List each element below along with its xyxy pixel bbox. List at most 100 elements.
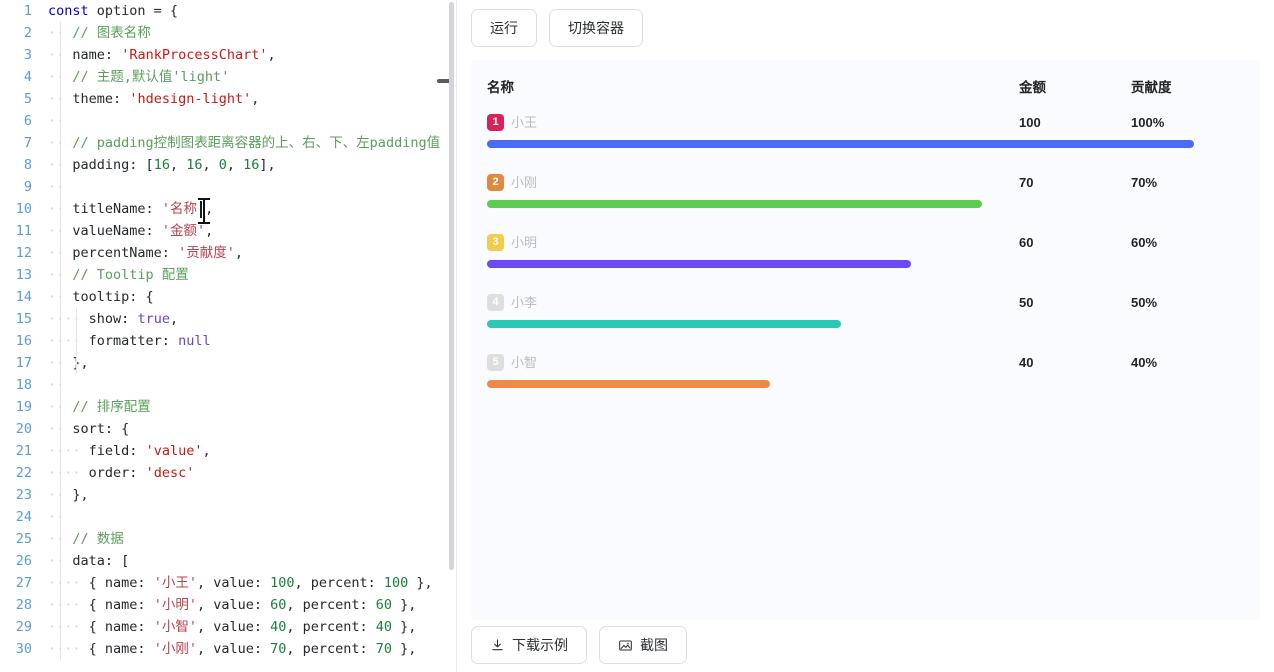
rank-value: 70: [1019, 175, 1034, 190]
line-number: 9: [23, 179, 32, 195]
bar-track: [487, 260, 1194, 268]
line-number: 22: [15, 465, 32, 481]
code-line[interactable]: 24 ··: [0, 506, 457, 528]
code-line[interactable]: 22 ···· order: 'desc': [0, 462, 457, 484]
code-line[interactable]: 19 ·· // 排序配置: [0, 396, 457, 418]
bar-track: [487, 320, 1194, 328]
rank-badge: 5: [487, 354, 504, 371]
line-number: 11: [15, 223, 32, 239]
code-line[interactable]: 5 ·· theme: 'hdesign-light',: [0, 88, 457, 110]
rank-row[interactable]: 1 小王 100 100%: [487, 114, 1244, 174]
line-number: 1: [23, 3, 32, 19]
switch-container-button[interactable]: 切换容器: [549, 9, 643, 47]
code-line[interactable]: 20 ·· sort: {: [0, 418, 457, 440]
code-line-text: ···· { name: '小刚', value: 70, percent: 7…: [48, 641, 417, 657]
rank-row[interactable]: 4 小李 50 50%: [487, 294, 1244, 354]
code-line-text: ·· sort: {: [48, 421, 130, 437]
code-line[interactable]: 23 ·· },: [0, 484, 457, 506]
line-number: 10: [15, 201, 32, 217]
code-editor[interactable]: 1 const option = {2 ·· // 图表名称 3 ·· name: 'R…: [0, 0, 457, 672]
bar-fill[interactable]: [487, 380, 770, 388]
code-line-text: ··: [48, 113, 65, 129]
code-line[interactable]: 8 ·· padding: [16, 16, 0, 16],: [0, 154, 457, 176]
code-line-text: ···· field: 'value',: [48, 443, 211, 459]
code-line[interactable]: 9 ··: [0, 176, 457, 198]
scrollbar-thumb[interactable]: [449, 2, 454, 570]
code-line[interactable]: 30 ···· { name: '小刚', value: 70, percent:…: [0, 638, 457, 660]
line-number: 16: [15, 333, 32, 349]
bar-fill[interactable]: [487, 260, 911, 268]
preview-toolbar-top: 运行 切换容器: [471, 9, 643, 47]
code-line[interactable]: 14 ·· tooltip: {: [0, 286, 457, 308]
code-line-text: ··: [48, 377, 65, 393]
rank-row-header: 1 小王 100 100%: [487, 114, 1244, 134]
line-number: 14: [15, 289, 32, 305]
bar-fill[interactable]: [487, 200, 982, 208]
code-line-text: ·· // Tooltip 配置: [48, 267, 189, 283]
chart-inner: 名称 金额 贡献度 1 小王 100 100% 2 小刚 70 70% 3 小明 60 60% 4 小李 5…: [471, 60, 1260, 620]
preview-pane: 运行 切换容器 名称 金额 贡献度 1 小王 100 100% 2 小刚 70 70% 3 小明 6…: [457, 0, 1274, 672]
code-line[interactable]: 12 ·· percentName: '贡献度',: [0, 242, 457, 264]
line-number: 18: [15, 377, 32, 393]
code-line[interactable]: 15 ···· show: true,: [0, 308, 457, 330]
code-line[interactable]: 6 ··: [0, 110, 457, 132]
bar-fill[interactable]: [487, 140, 1194, 148]
rank-name: 小王: [511, 115, 538, 130]
code-line-text: ··: [48, 179, 65, 195]
rank-percent: 50%: [1131, 295, 1158, 310]
code-line[interactable]: 2 ·· // 图表名称: [0, 22, 457, 44]
code-line[interactable]: 17 ·· },: [0, 352, 457, 374]
code-line-text: ·· // 图表名称: [48, 25, 151, 41]
code-line-text: ···· { name: '小明', value: 60, percent: 6…: [48, 597, 417, 613]
bar-fill[interactable]: [487, 320, 841, 328]
download-example-button[interactable]: 下载示例: [471, 626, 587, 664]
download-icon: [490, 638, 505, 653]
code-line[interactable]: 4 ·· // 主题,默认值'light': [0, 66, 457, 88]
code-line-text: ·· data: [: [48, 553, 130, 569]
rank-value: 100: [1019, 115, 1041, 130]
code-line[interactable]: 27 ···· { name: '小王', value: 100, percent…: [0, 572, 457, 594]
rank-row-header: 5 小智 40 40%: [487, 354, 1244, 374]
text-caret: [200, 201, 202, 218]
run-button[interactable]: 运行: [471, 9, 537, 47]
code-line[interactable]: 18 ··: [0, 374, 457, 396]
rank-row[interactable]: 3 小明 60 60%: [487, 234, 1244, 294]
rank-row[interactable]: 2 小刚 70 70%: [487, 174, 1244, 234]
line-number: 20: [15, 421, 32, 437]
preview-toolbar-bottom: 下载示例 截图: [471, 626, 687, 664]
rank-percent: 70%: [1131, 175, 1158, 190]
code-line[interactable]: 29 ···· { name: '小智', value: 40, percent:…: [0, 616, 457, 638]
code-line-text: ·· },: [48, 355, 89, 371]
code-line[interactable]: 25 ·· // 数据: [0, 528, 457, 550]
code-line[interactable]: 10 ·· titleName: '名称',: [0, 198, 457, 220]
code-line[interactable]: 7 ·· // padding控制图表距离容器的上、右、下、左padding值: [0, 132, 457, 154]
rank-row[interactable]: 5 小智 40 40%: [487, 354, 1244, 414]
code-line[interactable]: 13 ·· // Tooltip 配置: [0, 264, 457, 286]
code-line[interactable]: 26 ·· data: [: [0, 550, 457, 572]
code-line[interactable]: 21 ···· field: 'value',: [0, 440, 457, 462]
code-line-text: ·· // 主题,默认值'light': [48, 69, 230, 85]
rank-percent: 100%: [1131, 115, 1165, 130]
rank-name: 小李: [511, 295, 538, 310]
line-number: 25: [15, 531, 32, 547]
code-editor-pane[interactable]: 1 const option = {2 ·· // 图表名称 3 ·· name: 'R…: [0, 0, 457, 672]
horizontal-scrollbar[interactable]: [437, 79, 453, 83]
code-line[interactable]: 28 ···· { name: '小明', value: 60, percent:…: [0, 594, 457, 616]
rank-value: 40: [1019, 355, 1034, 370]
rank-row-header: 2 小刚 70 70%: [487, 174, 1244, 194]
indent-guide: [76, 308, 77, 374]
rank-badge: 2: [487, 174, 504, 191]
code-line[interactable]: 3 ·· name: 'RankProcessChart',: [0, 44, 457, 66]
editor-divider: [456, 0, 457, 672]
line-number: 12: [15, 245, 32, 261]
screenshot-button[interactable]: 截图: [599, 626, 687, 664]
code-line[interactable]: 11 ·· valueName: '金额',: [0, 220, 457, 242]
code-line-text: ·· },: [48, 487, 89, 503]
code-line-text: ·· padding: [16, 16, 0, 16],: [48, 157, 276, 173]
code-line-text: ···· show: true,: [48, 311, 179, 327]
rank-value: 60: [1019, 235, 1034, 250]
code-line[interactable]: 16 ···· formatter: null: [0, 330, 457, 352]
editor-vertical-scrollbar[interactable]: [449, 0, 456, 672]
code-line[interactable]: 1 const option = {: [0, 0, 457, 22]
code-line-text: ···· { name: '小智', value: 40, percent: 4…: [48, 619, 417, 635]
